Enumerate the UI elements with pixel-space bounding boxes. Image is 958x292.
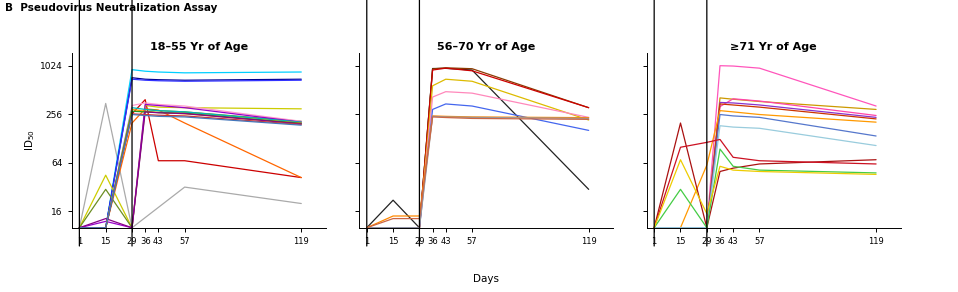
Title: ≥71 Yr of Age: ≥71 Yr of Age xyxy=(730,42,817,52)
X-axis label: Days: Days xyxy=(473,274,499,284)
Title: 18–55 Yr of Age: 18–55 Yr of Age xyxy=(149,42,248,52)
Y-axis label: ID$_{50}$: ID$_{50}$ xyxy=(24,129,37,151)
Title: 56–70 Yr of Age: 56–70 Yr of Age xyxy=(437,42,536,52)
Text: B  Pseudovirus Neutralization Assay: B Pseudovirus Neutralization Assay xyxy=(5,3,217,13)
